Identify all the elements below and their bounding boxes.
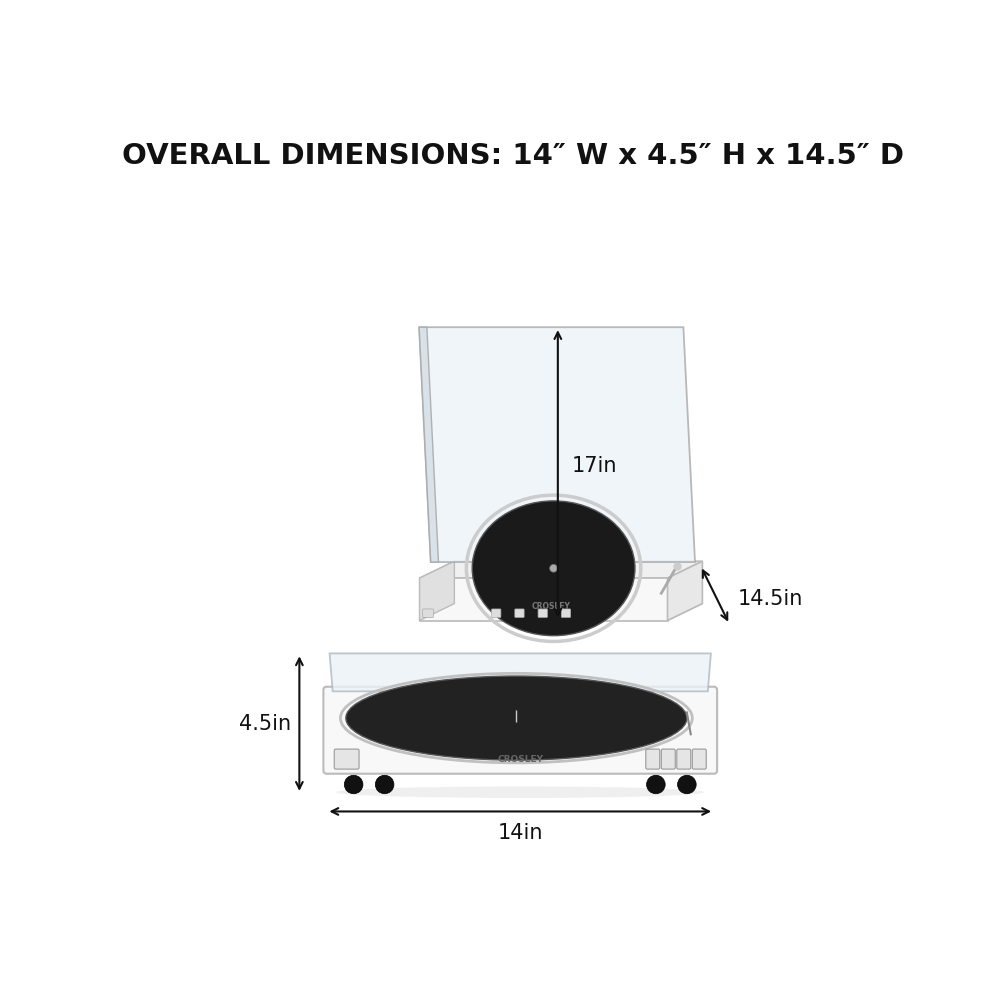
Text: 14in: 14in: [498, 823, 543, 843]
FancyBboxPatch shape: [646, 749, 660, 769]
FancyBboxPatch shape: [423, 609, 433, 617]
FancyBboxPatch shape: [538, 609, 547, 617]
FancyBboxPatch shape: [692, 749, 706, 769]
Polygon shape: [330, 653, 711, 691]
Text: CROSLEY: CROSLEY: [532, 602, 571, 611]
FancyBboxPatch shape: [492, 609, 501, 617]
Polygon shape: [419, 327, 695, 562]
FancyBboxPatch shape: [677, 749, 691, 769]
Circle shape: [678, 775, 696, 794]
Polygon shape: [420, 561, 454, 620]
Polygon shape: [668, 561, 702, 620]
Text: 4.5in: 4.5in: [240, 714, 292, 734]
FancyBboxPatch shape: [515, 609, 524, 617]
Polygon shape: [420, 578, 668, 620]
Ellipse shape: [336, 786, 704, 798]
FancyBboxPatch shape: [334, 749, 359, 769]
Ellipse shape: [472, 501, 635, 636]
Polygon shape: [420, 604, 702, 620]
Text: 14.5in: 14.5in: [737, 589, 803, 609]
Circle shape: [375, 775, 394, 794]
FancyBboxPatch shape: [323, 687, 717, 774]
Polygon shape: [420, 561, 702, 578]
Circle shape: [647, 775, 665, 794]
FancyBboxPatch shape: [661, 749, 675, 769]
Text: OVERALL DIMENSIONS: 14″ W x 4.5″ H x 14.5″ D: OVERALL DIMENSIONS: 14″ W x 4.5″ H x 14.…: [122, 142, 904, 170]
Text: 17in: 17in: [572, 456, 617, 476]
Circle shape: [344, 775, 363, 794]
Text: CROSLEY: CROSLEY: [497, 755, 543, 764]
Polygon shape: [419, 327, 438, 562]
Ellipse shape: [346, 676, 687, 760]
Circle shape: [550, 564, 557, 572]
FancyBboxPatch shape: [561, 609, 571, 617]
